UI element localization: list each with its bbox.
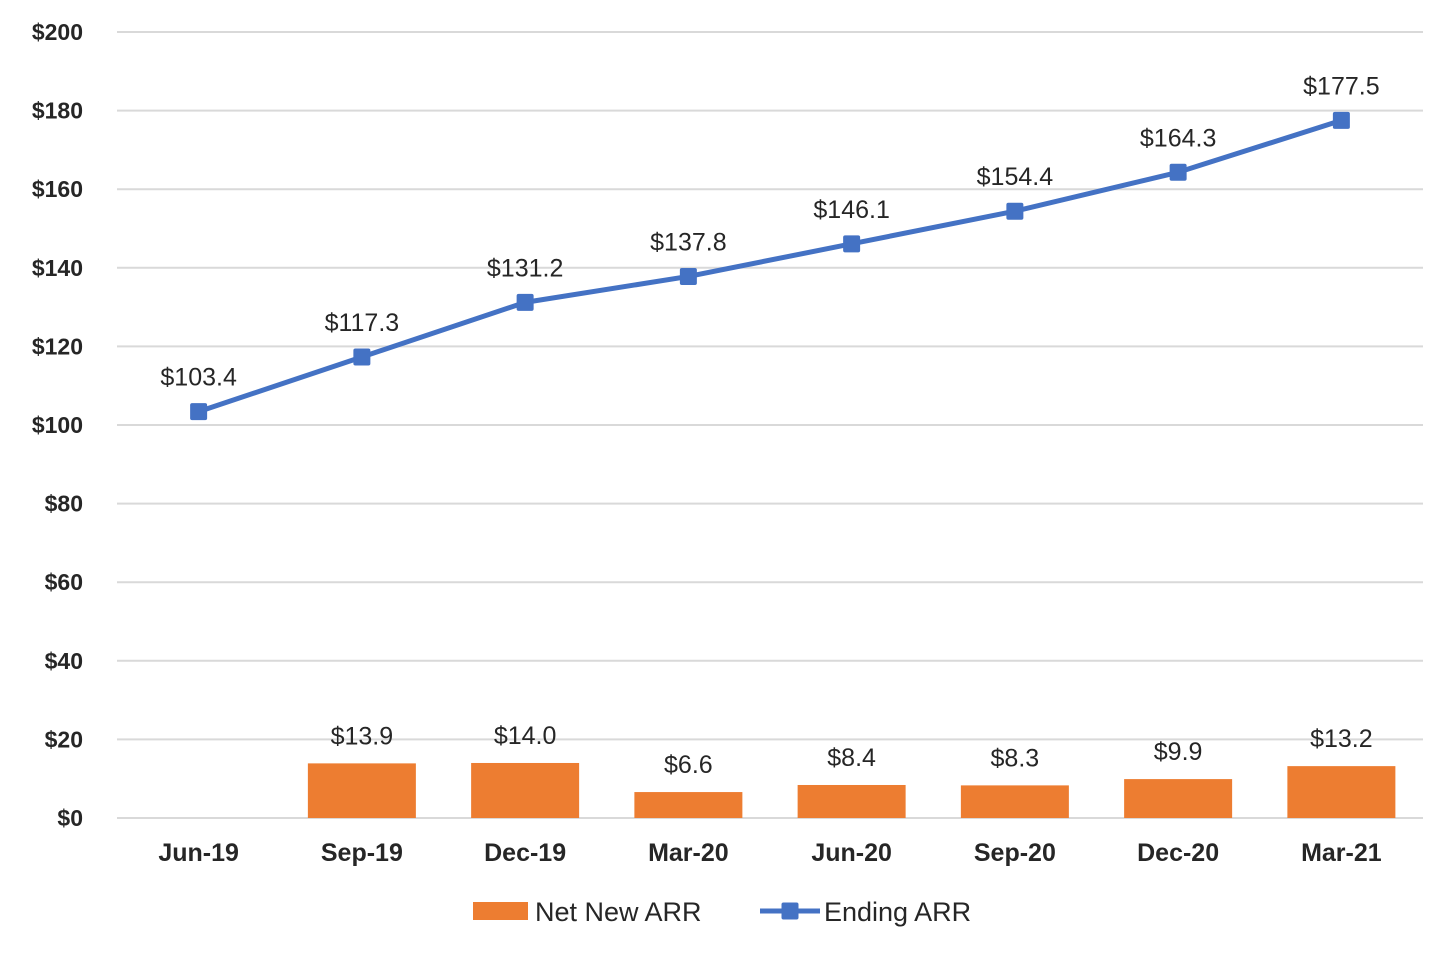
data-label-ending-arr: $146.1	[813, 196, 889, 224]
gridlines	[117, 31, 1423, 819]
marker-ending-arr	[1169, 163, 1187, 181]
y-tick-label: $180	[32, 98, 83, 124]
legend-label-net-new-arr: Net New ARR	[535, 897, 702, 927]
bar-net-new-arr	[1287, 766, 1396, 818]
data-label-ending-arr: $137.8	[650, 228, 726, 256]
data-label-net-new-arr: $14.0	[494, 722, 557, 750]
y-tick-label: $160	[32, 176, 83, 202]
data-label-ending-arr: $131.2	[487, 254, 563, 282]
marker-ending-arr	[516, 293, 534, 311]
y-tick-label: $100	[32, 412, 83, 438]
marker-ending-arr	[679, 267, 697, 285]
y-tick-label: $40	[45, 648, 83, 674]
bar-net-new-arr	[307, 763, 416, 818]
line-ending-arr	[196, 117, 1344, 415]
marker-ending-arr	[1006, 202, 1024, 220]
data-label-net-new-arr: $6.6	[664, 751, 713, 779]
x-tick-label: Mar-20	[648, 839, 729, 867]
data-label-net-new-arr: $13.2	[1310, 725, 1373, 753]
data-label-net-new-arr: $9.9	[1154, 738, 1203, 766]
data-label-net-new-arr: $8.4	[827, 744, 876, 772]
data-labels: $13.9 $14.0 $6.6 $8.4 $8.3 $9.9 $13.2 $103.4 $11…	[160, 72, 1379, 779]
data-label-ending-arr: $154.4	[977, 163, 1054, 191]
x-tick-label: Dec-19	[484, 839, 566, 867]
x-tick-label: Mar-21	[1301, 839, 1382, 867]
bar-net-new-arr	[960, 785, 1069, 818]
bar-net-new-arr	[634, 792, 743, 818]
x-axis-tick-labels: Jun-19 Sep-19 Dec-19 Mar-20 Jun-20 Sep-20 Dec-…	[158, 839, 1381, 867]
legend-swatch-net-new-arr	[473, 902, 528, 920]
x-tick-label: Sep-19	[321, 839, 403, 867]
y-tick-label: $120	[32, 333, 83, 359]
bar-net-new-arr	[1124, 779, 1233, 818]
x-tick-label: Dec-20	[1137, 839, 1219, 867]
legend-swatch-marker-ending-arr	[781, 902, 799, 920]
data-label-ending-arr: $103.4	[160, 364, 237, 392]
data-label-net-new-arr: $13.9	[331, 722, 394, 750]
y-axis-tick-labels: $0 $20 $40 $60 $80 $100 $120 $140 $160 $180 $200	[32, 19, 83, 831]
bar-net-new-arr	[797, 784, 906, 818]
x-tick-label: Sep-20	[974, 839, 1056, 867]
marker-ending-arr	[353, 348, 371, 366]
x-tick-label: Jun-20	[811, 839, 892, 867]
legend: Net New ARR Ending ARR	[473, 897, 971, 927]
bar-series-net-new-arr	[307, 762, 1396, 818]
data-label-ending-arr: $164.3	[1140, 124, 1216, 152]
x-tick-label: Jun-19	[158, 839, 239, 867]
y-tick-label: $0	[57, 805, 83, 831]
y-tick-label: $200	[32, 19, 83, 45]
marker-ending-arr	[190, 403, 208, 421]
marker-ending-arr	[1332, 111, 1350, 129]
y-tick-label: $60	[45, 569, 83, 595]
legend-label-ending-arr: Ending ARR	[824, 897, 971, 927]
y-tick-label: $140	[32, 255, 83, 281]
y-tick-label: $20	[45, 726, 83, 752]
data-label-net-new-arr: $8.3	[991, 744, 1040, 772]
marker-ending-arr	[843, 235, 861, 253]
y-tick-label: $80	[45, 491, 83, 517]
line-series-ending-arr	[190, 111, 1350, 421]
data-label-ending-arr: $177.5	[1303, 72, 1379, 100]
data-label-ending-arr: $117.3	[325, 309, 400, 337]
bar-net-new-arr	[471, 762, 580, 818]
